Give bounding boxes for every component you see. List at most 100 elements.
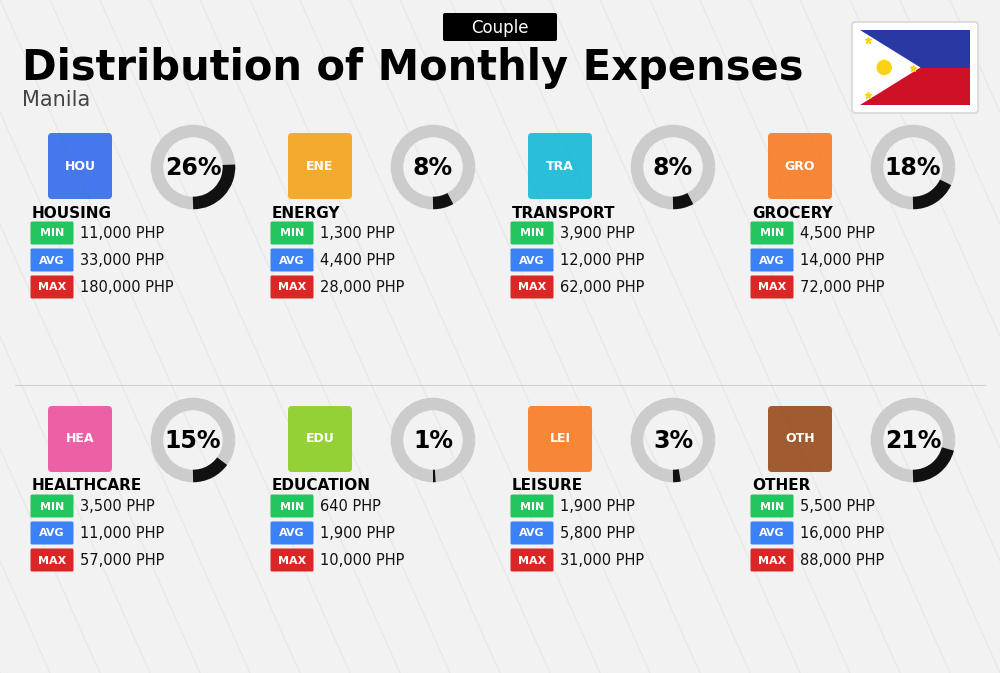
FancyBboxPatch shape (270, 275, 314, 299)
Text: AVG: AVG (519, 528, 545, 538)
FancyBboxPatch shape (48, 406, 112, 472)
FancyBboxPatch shape (768, 406, 832, 472)
FancyBboxPatch shape (288, 406, 352, 472)
Text: OTH: OTH (785, 433, 815, 446)
Text: GRO: GRO (785, 160, 815, 172)
FancyBboxPatch shape (443, 13, 557, 41)
Text: 1,300 PHP: 1,300 PHP (320, 226, 395, 241)
FancyBboxPatch shape (511, 548, 554, 571)
FancyBboxPatch shape (750, 495, 794, 518)
Text: 5,800 PHP: 5,800 PHP (560, 526, 635, 541)
Text: HOUSING: HOUSING (32, 205, 112, 221)
Text: 28,000 PHP: 28,000 PHP (320, 280, 404, 295)
FancyBboxPatch shape (270, 522, 314, 544)
Text: 57,000 PHP: 57,000 PHP (80, 553, 164, 568)
Text: MAX: MAX (38, 555, 66, 565)
Text: 4,500 PHP: 4,500 PHP (800, 226, 875, 241)
Text: 3%: 3% (653, 429, 693, 453)
Text: 62,000 PHP: 62,000 PHP (560, 280, 644, 295)
Text: Couple: Couple (471, 19, 529, 37)
Text: MAX: MAX (278, 555, 306, 565)
Text: AVG: AVG (759, 528, 785, 538)
Text: 1%: 1% (413, 429, 453, 453)
FancyBboxPatch shape (750, 221, 794, 244)
Text: AVG: AVG (279, 256, 305, 266)
Text: MIN: MIN (40, 229, 64, 238)
Text: 12,000 PHP: 12,000 PHP (560, 253, 644, 268)
Text: AVG: AVG (759, 256, 785, 266)
Text: MAX: MAX (758, 555, 786, 565)
Text: HEALTHCARE: HEALTHCARE (32, 479, 142, 493)
Text: HOU: HOU (64, 160, 96, 172)
Text: MAX: MAX (518, 283, 546, 293)
Text: OTHER: OTHER (752, 479, 810, 493)
FancyBboxPatch shape (270, 248, 314, 271)
Text: 4,400 PHP: 4,400 PHP (320, 253, 395, 268)
Text: 31,000 PHP: 31,000 PHP (560, 553, 644, 568)
Text: EDU: EDU (306, 433, 334, 446)
FancyBboxPatch shape (528, 406, 592, 472)
FancyBboxPatch shape (30, 522, 74, 544)
Text: 10,000 PHP: 10,000 PHP (320, 553, 404, 568)
Text: AVG: AVG (39, 528, 65, 538)
Text: 72,000 PHP: 72,000 PHP (800, 280, 885, 295)
FancyBboxPatch shape (768, 133, 832, 199)
FancyBboxPatch shape (852, 22, 978, 113)
Text: Distribution of Monthly Expenses: Distribution of Monthly Expenses (22, 47, 804, 89)
Text: LEISURE: LEISURE (512, 479, 583, 493)
FancyBboxPatch shape (30, 548, 74, 571)
Text: TRA: TRA (546, 160, 574, 172)
FancyBboxPatch shape (750, 522, 794, 544)
FancyBboxPatch shape (270, 495, 314, 518)
Text: 1,900 PHP: 1,900 PHP (320, 526, 395, 541)
FancyBboxPatch shape (48, 133, 112, 199)
Text: MIN: MIN (40, 501, 64, 511)
Text: AVG: AVG (39, 256, 65, 266)
Text: MIN: MIN (520, 501, 544, 511)
Polygon shape (860, 30, 920, 105)
FancyBboxPatch shape (270, 548, 314, 571)
Text: ENERGY: ENERGY (272, 205, 340, 221)
Text: 640 PHP: 640 PHP (320, 499, 381, 514)
FancyBboxPatch shape (528, 133, 592, 199)
FancyBboxPatch shape (30, 495, 74, 518)
FancyBboxPatch shape (511, 248, 554, 271)
Text: AVG: AVG (279, 528, 305, 538)
Text: 33,000 PHP: 33,000 PHP (80, 253, 164, 268)
FancyBboxPatch shape (750, 548, 794, 571)
FancyBboxPatch shape (750, 275, 794, 299)
Polygon shape (860, 67, 970, 105)
Text: 11,000 PHP: 11,000 PHP (80, 526, 164, 541)
Text: MAX: MAX (38, 283, 66, 293)
Text: Manila: Manila (22, 90, 90, 110)
Text: MIN: MIN (760, 229, 784, 238)
FancyBboxPatch shape (511, 495, 554, 518)
Text: EDUCATION: EDUCATION (272, 479, 371, 493)
FancyBboxPatch shape (288, 133, 352, 199)
FancyBboxPatch shape (750, 248, 794, 271)
Text: 11,000 PHP: 11,000 PHP (80, 226, 164, 241)
FancyBboxPatch shape (511, 522, 554, 544)
Text: GROCERY: GROCERY (752, 205, 833, 221)
FancyBboxPatch shape (511, 221, 554, 244)
Text: 5,500 PHP: 5,500 PHP (800, 499, 875, 514)
FancyBboxPatch shape (511, 275, 554, 299)
Text: 1,900 PHP: 1,900 PHP (560, 499, 635, 514)
Text: 180,000 PHP: 180,000 PHP (80, 280, 174, 295)
Text: MIN: MIN (280, 501, 304, 511)
FancyBboxPatch shape (30, 221, 74, 244)
Text: MAX: MAX (278, 283, 306, 293)
FancyBboxPatch shape (270, 221, 314, 244)
Text: 3,500 PHP: 3,500 PHP (80, 499, 155, 514)
FancyBboxPatch shape (30, 275, 74, 299)
Polygon shape (860, 30, 970, 67)
Text: MAX: MAX (518, 555, 546, 565)
Text: MAX: MAX (758, 283, 786, 293)
Text: MIN: MIN (760, 501, 784, 511)
Text: LEI: LEI (550, 433, 570, 446)
Text: TRANSPORT: TRANSPORT (512, 205, 616, 221)
Text: 8%: 8% (413, 156, 453, 180)
Text: 15%: 15% (165, 429, 221, 453)
Circle shape (877, 61, 891, 75)
Text: 88,000 PHP: 88,000 PHP (800, 553, 884, 568)
